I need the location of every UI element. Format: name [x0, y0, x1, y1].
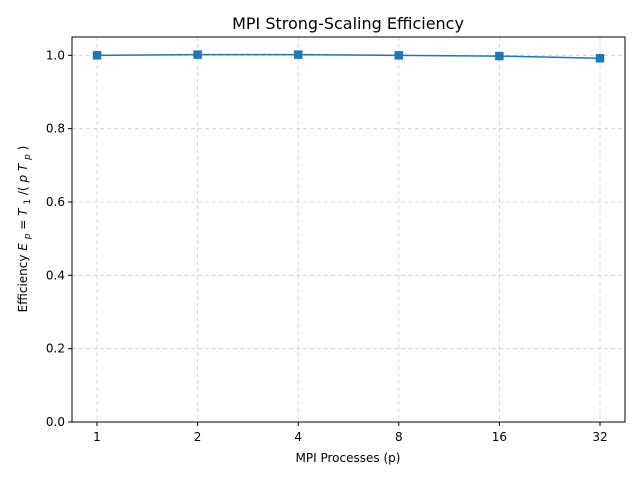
- y-axis-ticks: 0.0 0.2 0.4 0.6 0.8 1.0: [46, 48, 72, 429]
- x-tick-label: 16: [492, 430, 507, 444]
- y-label-t: T: [16, 207, 30, 216]
- x-tick-label: 32: [592, 430, 607, 444]
- y-label-e: E: [16, 243, 30, 251]
- y-tick-label: 1.0: [46, 48, 65, 62]
- data-point: [394, 51, 404, 60]
- y-label-t2-sub: p: [23, 154, 33, 161]
- data-point: [92, 51, 102, 60]
- data-point: [495, 51, 504, 61]
- x-axis-ticks: 1 2 4 8 16 32: [93, 422, 608, 444]
- y-label-prefix: Efficiency: [16, 251, 30, 313]
- series-layer: [92, 50, 605, 63]
- y-label-t-sub: 1: [23, 199, 33, 205]
- y-label-t2: T: [16, 162, 30, 171]
- y-tick-label: 0.8: [46, 122, 65, 136]
- x-tick-label: 2: [194, 430, 202, 444]
- plot-frame: [71, 36, 626, 423]
- chart-title: MPI Strong-Scaling Efficiency: [232, 14, 464, 33]
- y-tick-label: 0.2: [46, 342, 65, 356]
- data-point: [193, 50, 202, 59]
- data-point: [595, 54, 605, 63]
- y-axis-label: Efficiency E p = T 1 /( p T p ): [16, 146, 33, 313]
- y-label-e-sub: p: [23, 233, 33, 240]
- y-tick-label: 0.6: [46, 195, 65, 209]
- y-label-slash: /(: [16, 186, 30, 195]
- x-axis-label: MPI Processes (p): [296, 451, 401, 465]
- x-tick-label: 1: [93, 430, 101, 444]
- y-label-p: p: [16, 175, 30, 184]
- y-tick-label: 0.0: [46, 415, 65, 429]
- y-tick-label: 0.4: [46, 268, 65, 282]
- data-point: [293, 50, 303, 59]
- x-tick-label: 8: [395, 430, 403, 444]
- y-label-close: ): [16, 146, 30, 151]
- y-label-eq: =: [16, 216, 30, 230]
- series-line: [96, 53, 601, 60]
- x-tick-label: 4: [294, 430, 302, 444]
